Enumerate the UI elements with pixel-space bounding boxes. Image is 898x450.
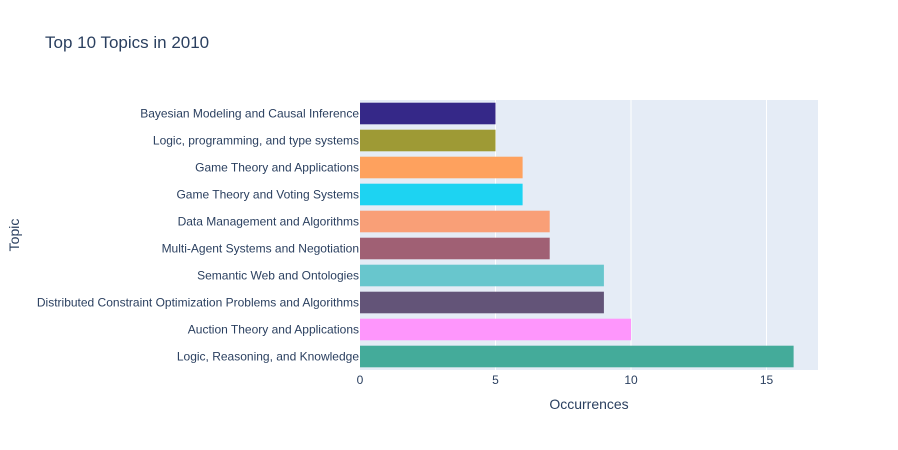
bar-5[interactable]	[360, 210, 550, 233]
y-tick-label: Semantic Web and Ontologies	[197, 269, 359, 283]
bar-6[interactable]	[360, 237, 550, 260]
x-tick-label: 10	[624, 373, 638, 387]
y-tick-labels: Bayesian Modeling and Causal Inference Lo…	[37, 107, 359, 364]
x-axis-title: Occurrences	[549, 396, 629, 412]
y-axis-title: Topic	[6, 218, 22, 252]
y-tick-label: Multi-Agent Systems and Negotiation	[162, 242, 359, 256]
x-tick-label: 5	[492, 373, 499, 387]
y-tick-label: Logic, Reasoning, and Knowledge	[177, 350, 359, 364]
y-tick-label: Game Theory and Voting Systems	[176, 188, 359, 202]
y-tick-label: Game Theory and Applications	[195, 161, 359, 175]
y-tick-label: Distributed Constraint Optimization Prob…	[37, 296, 359, 310]
y-tick-label: Logic, programming, and type systems	[153, 134, 359, 148]
bar-1[interactable]	[360, 102, 496, 125]
x-tick-label: 0	[357, 373, 364, 387]
y-tick-label: Data Management and Algorithms	[178, 215, 359, 229]
bar-2[interactable]	[360, 129, 496, 152]
x-tick-label: 15	[760, 373, 774, 387]
bar-3[interactable]	[360, 156, 523, 179]
bars	[360, 102, 794, 368]
bar-4[interactable]	[360, 183, 523, 206]
chart-title: Top 10 Topics in 2010	[45, 33, 210, 52]
y-tick-label: Auction Theory and Applications	[188, 323, 359, 337]
bar-10[interactable]	[360, 345, 794, 368]
y-tick-label: Bayesian Modeling and Causal Inference	[140, 107, 359, 121]
bar-7[interactable]	[360, 264, 604, 287]
x-tick-labels: 0 5 10 15	[357, 373, 774, 387]
bar-9[interactable]	[360, 318, 632, 341]
bar-8[interactable]	[360, 291, 604, 314]
